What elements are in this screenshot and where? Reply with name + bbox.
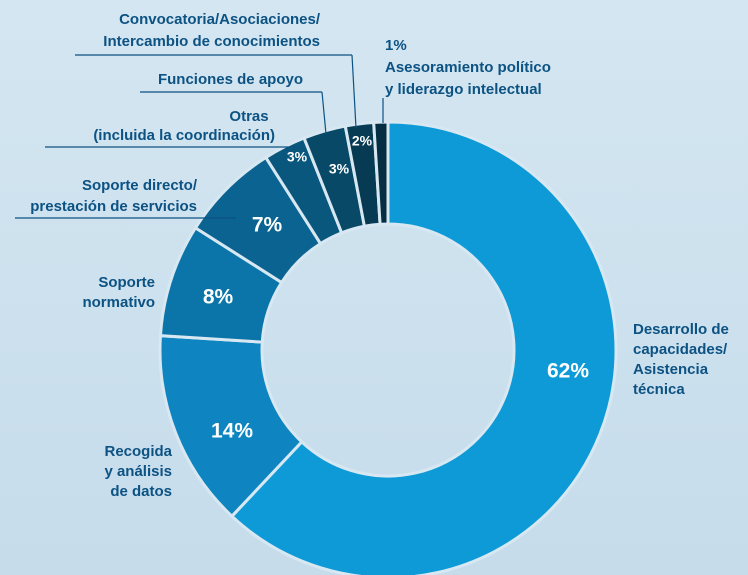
leader-line [351, 54, 357, 129]
value-label: 3% [329, 161, 350, 177]
category-label: Otras [229, 108, 268, 125]
value-label: 3% [287, 149, 308, 165]
value-label: 7% [252, 214, 283, 237]
category-label: capacidades/ [633, 341, 728, 358]
category-label: Recogida [104, 443, 172, 460]
donut-segment [229, 120, 618, 575]
category-label: (incluida la coordinación) [93, 127, 275, 144]
value-label: 2% [352, 133, 373, 149]
category-label: Funciones de apoyo [158, 71, 303, 88]
category-label: normativo [82, 294, 155, 311]
value-label: 62% [547, 360, 589, 383]
leader-line [321, 91, 327, 135]
category-label: Asistencia [633, 361, 709, 378]
category-label: Asesoramiento político [385, 59, 551, 76]
category-label: Desarrollo de [633, 321, 729, 338]
category-label: y análisis [104, 463, 172, 480]
category-label: Convocatoria/Asociaciones/ [119, 11, 321, 28]
value-label: 8% [203, 286, 234, 309]
leader-line [299, 146, 303, 151]
donut-segment [372, 120, 390, 226]
category-label: técnica [633, 381, 685, 398]
category-label: prestación de servicios [30, 198, 197, 215]
category-label: de datos [110, 483, 172, 500]
value-label: 1% [385, 37, 407, 54]
category-label: y liderazgo intelectual [385, 81, 542, 98]
category-label: Soporte [98, 274, 155, 291]
value-label: 14% [211, 420, 253, 443]
category-label: Intercambio de conocimientos [103, 33, 320, 50]
category-label: Soporte directo/ [82, 177, 198, 194]
